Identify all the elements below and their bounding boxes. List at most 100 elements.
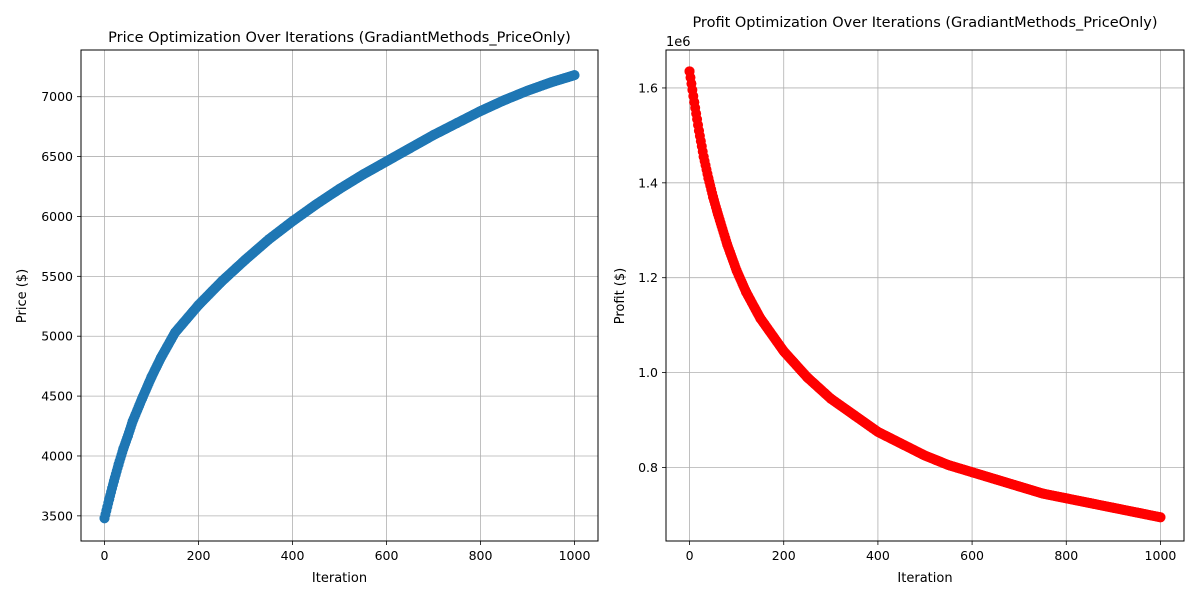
profit-chart-frame <box>665 49 1185 542</box>
price-data-point <box>146 371 157 382</box>
profit-y-tick-label: 0.8 <box>638 460 658 475</box>
profit-chart-y-label: Profit ($) <box>613 268 628 324</box>
profit-x-tick-label: 1000 <box>1145 548 1177 563</box>
price-data-point <box>170 327 180 338</box>
profit-data-point <box>967 467 978 478</box>
price-x-tick-label: 400 <box>281 548 305 563</box>
profit-data-point <box>703 173 714 184</box>
profit-data-point <box>778 346 789 357</box>
profit-data-point <box>722 239 733 250</box>
price-data-point <box>546 77 556 88</box>
price-x-tick-label: 200 <box>187 548 211 563</box>
price-data-point <box>475 106 486 117</box>
profit-chart-y-ticks: 0.8 1.0 1.2 1.4 1.6 <box>638 80 666 475</box>
price-data-point <box>108 476 119 487</box>
profit-data-point <box>1084 498 1095 509</box>
profit-x-tick-label: 400 <box>866 548 890 563</box>
price-y-tick-label: 3500 <box>41 508 73 523</box>
price-y-tick-label: 5000 <box>41 329 73 344</box>
price-y-tick-label: 6500 <box>41 149 73 164</box>
profit-x-tick-label: 600 <box>960 548 984 563</box>
price-y-tick-label: 4500 <box>41 389 73 404</box>
profit-data-point <box>1131 507 1142 518</box>
profit-data-point <box>698 151 709 162</box>
profit-y-tick-label: 1.2 <box>638 270 658 285</box>
price-x-tick-label: 0 <box>101 548 109 563</box>
profit-y-tick-label: 1.4 <box>638 175 658 190</box>
price-y-tick-label: 6000 <box>41 209 73 224</box>
price-chart-title: Price Optimization Over Iterations (Grad… <box>108 30 571 46</box>
price-data-point <box>137 393 148 404</box>
price-series <box>99 70 580 524</box>
profit-y-tick-label: 1.0 <box>638 365 658 380</box>
profit-data-point <box>920 450 930 461</box>
profit-chart-x-label: Iteration <box>897 571 952 586</box>
price-data-point <box>287 216 298 227</box>
price-x-tick-label: 1000 <box>559 548 591 563</box>
price-y-tick-label: 5500 <box>41 269 73 284</box>
profit-data-point <box>825 393 836 404</box>
price-y-tick-label: 7000 <box>41 89 73 104</box>
price-data-point <box>334 183 345 194</box>
price-data-point <box>123 430 133 441</box>
profit-x-tick-label: 800 <box>1054 548 1078 563</box>
price-chart-x-ticks: 0 200 400 600 800 1000 <box>101 541 591 563</box>
price-data-point <box>522 85 533 96</box>
profit-data-point <box>684 66 695 77</box>
price-data-point <box>127 416 138 427</box>
profit-data-point <box>943 460 954 471</box>
price-data-point <box>381 156 392 167</box>
price-data-point <box>217 276 227 287</box>
price-data-point <box>155 352 166 363</box>
price-data-point <box>452 118 462 129</box>
profit-chart-x-ticks: 0 200 400 600 800 1000 <box>686 541 1177 563</box>
profit-data-point <box>693 125 704 136</box>
profit-data-point <box>896 438 907 449</box>
profit-data-point <box>990 474 1001 485</box>
price-chart-y-ticks: 3500 4000 4500 5000 5500 6000 6500 7000 <box>41 89 81 523</box>
price-data-point <box>240 254 251 265</box>
price-chart-frame <box>80 49 599 542</box>
profit-chart-title: Profit Optimization Over Iterations (Gra… <box>692 15 1157 31</box>
profit-data-point <box>1037 488 1048 499</box>
profit-x-tick-label: 0 <box>686 548 694 563</box>
price-data-point <box>193 300 204 311</box>
profit-data-point <box>708 192 719 203</box>
price-data-point <box>499 95 509 106</box>
price-data-point <box>99 513 110 524</box>
price-chart-grid <box>81 50 598 541</box>
price-chart-y-label: Price ($) <box>15 269 30 323</box>
price-y-tick-label: 4000 <box>41 448 73 463</box>
price-data-point <box>113 459 124 470</box>
profit-data-point <box>1155 512 1166 523</box>
profit-data-point <box>741 286 752 297</box>
profit-data-point <box>1014 481 1025 492</box>
profit-chart: Profit Optimization Over Iterations (Gra… <box>613 15 1185 586</box>
price-x-tick-label: 600 <box>375 548 399 563</box>
profit-y-tick-label: 1.6 <box>638 80 658 95</box>
profit-data-point <box>802 372 813 383</box>
profit-series <box>684 66 1166 523</box>
profit-data-point <box>872 426 883 437</box>
price-data-point <box>264 234 274 245</box>
profit-data-point <box>731 265 742 276</box>
price-data-point <box>569 70 580 81</box>
price-data-point <box>358 169 368 180</box>
price-chart-x-label: Iteration <box>312 571 367 586</box>
price-data-point <box>104 494 115 505</box>
profit-data-point <box>689 97 700 108</box>
profit-data-point <box>1061 493 1072 504</box>
profit-data-point <box>712 208 723 219</box>
price-x-tick-label: 800 <box>469 548 493 563</box>
price-data-point <box>428 130 439 141</box>
price-data-point <box>311 199 321 210</box>
profit-data-point <box>849 410 860 421</box>
profit-chart-grid <box>666 50 1184 541</box>
profit-data-point <box>755 313 766 324</box>
profit-chart-offset-text: 1e6 <box>666 35 691 50</box>
profit-data-point <box>1108 502 1119 513</box>
profit-x-tick-label: 200 <box>772 548 796 563</box>
price-data-point <box>405 143 415 154</box>
